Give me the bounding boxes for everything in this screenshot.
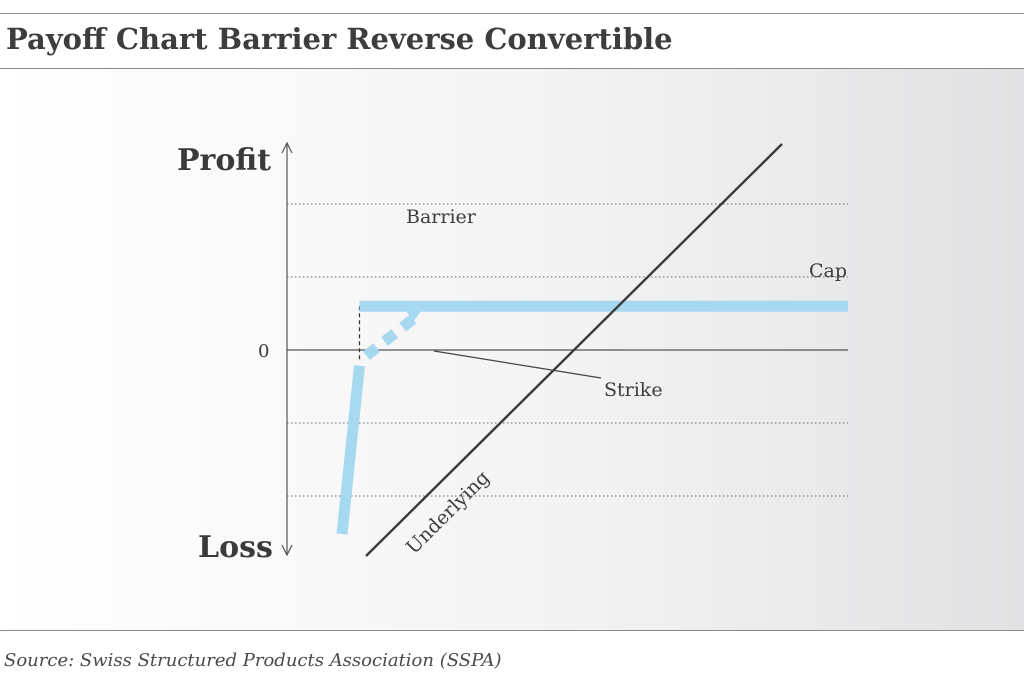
title-rule bbox=[0, 68, 1024, 69]
zero-label: 0 bbox=[258, 341, 269, 362]
strike-label: Strike bbox=[604, 379, 663, 401]
underlying-label: Underlying bbox=[402, 467, 494, 559]
profit-label: Profit bbox=[177, 143, 271, 178]
grid-lines bbox=[287, 203, 848, 497]
payoff-line-dotted bbox=[363, 311, 421, 360]
cap-label: Cap bbox=[809, 260, 847, 282]
underlying-line bbox=[365, 143, 783, 557]
source-note: Source: Swiss Structured Products Associ… bbox=[4, 650, 502, 671]
loss-label: Loss bbox=[198, 530, 273, 565]
cap-notch bbox=[405, 310, 422, 322]
top-rule bbox=[0, 13, 1024, 14]
loss-arrow-icon bbox=[281, 544, 293, 557]
payoff-line-below-barrier bbox=[336, 365, 365, 535]
profit-arrow-icon bbox=[281, 141, 293, 154]
page-title: Payoff Chart Barrier Reverse Convertible bbox=[6, 22, 673, 56]
strike-pointer-line bbox=[433, 350, 602, 379]
barrier-label: Barrier bbox=[406, 206, 477, 228]
bottom-rule bbox=[0, 630, 1024, 631]
